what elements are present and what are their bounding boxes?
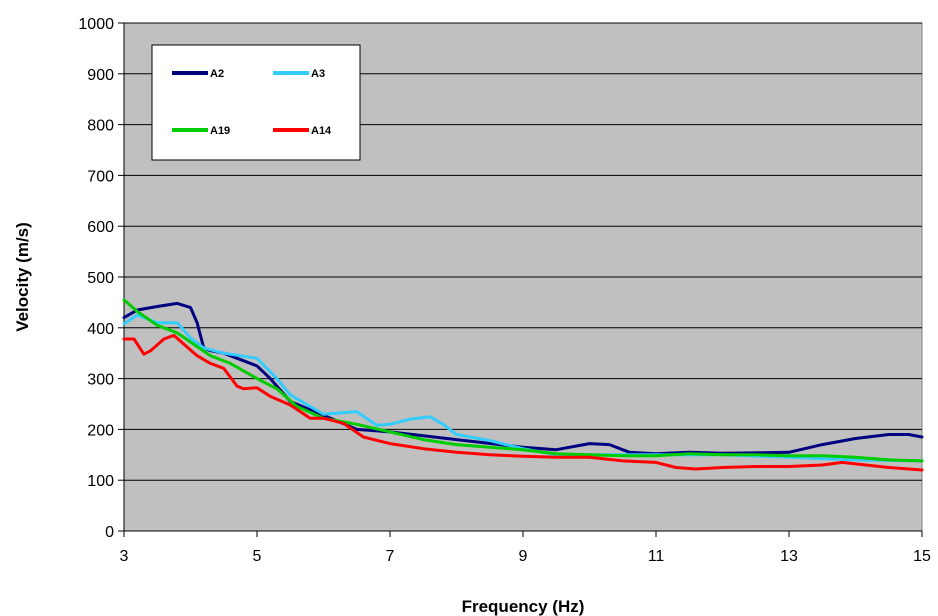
y-tick-label: 0 <box>105 524 114 541</box>
series-lines <box>122 298 924 472</box>
y-axis: 0 100 200 300 400 500 600 700 800 900 1000 <box>78 16 125 541</box>
y-tick-label: 300 <box>87 372 114 389</box>
x-tick-label: 3 <box>120 548 129 565</box>
y-tick-label: 1000 <box>78 16 114 33</box>
legend-box <box>151 44 361 161</box>
y-tick-label: 700 <box>87 168 114 185</box>
y-tick-label: 500 <box>87 270 114 287</box>
y-tick-label: 900 <box>87 67 114 84</box>
x-tick-label: 9 <box>519 548 528 565</box>
x-tick-label: 5 <box>253 548 262 565</box>
x-axis: 3 5 7 9 11 13 15 <box>120 530 931 565</box>
x-tick-label: 13 <box>780 548 798 565</box>
y-tick-label: 100 <box>87 473 114 490</box>
x-axis-title: Frequency (Hz) <box>462 597 585 616</box>
y-tick-label: 400 <box>87 321 114 338</box>
legend: A2 A3 A19 A14 <box>151 44 361 161</box>
x-tick-label: 15 <box>913 548 931 565</box>
legend-label-a14: A14 <box>311 125 332 137</box>
y-axis-title: Velocity (m/s) <box>13 222 32 332</box>
legend-label-a19: A19 <box>210 125 230 137</box>
x-tick-label: 7 <box>386 548 395 565</box>
y-tick-label: 200 <box>87 422 114 439</box>
series-line-a14 <box>122 333 924 472</box>
legend-label-a2: A2 <box>210 68 224 80</box>
y-tick-label: 600 <box>87 219 114 236</box>
x-tick-label: 11 <box>648 548 665 565</box>
legend-label-a3: A3 <box>311 68 325 80</box>
series-line-a19 <box>122 298 924 463</box>
y-tick-label: 800 <box>87 118 114 135</box>
